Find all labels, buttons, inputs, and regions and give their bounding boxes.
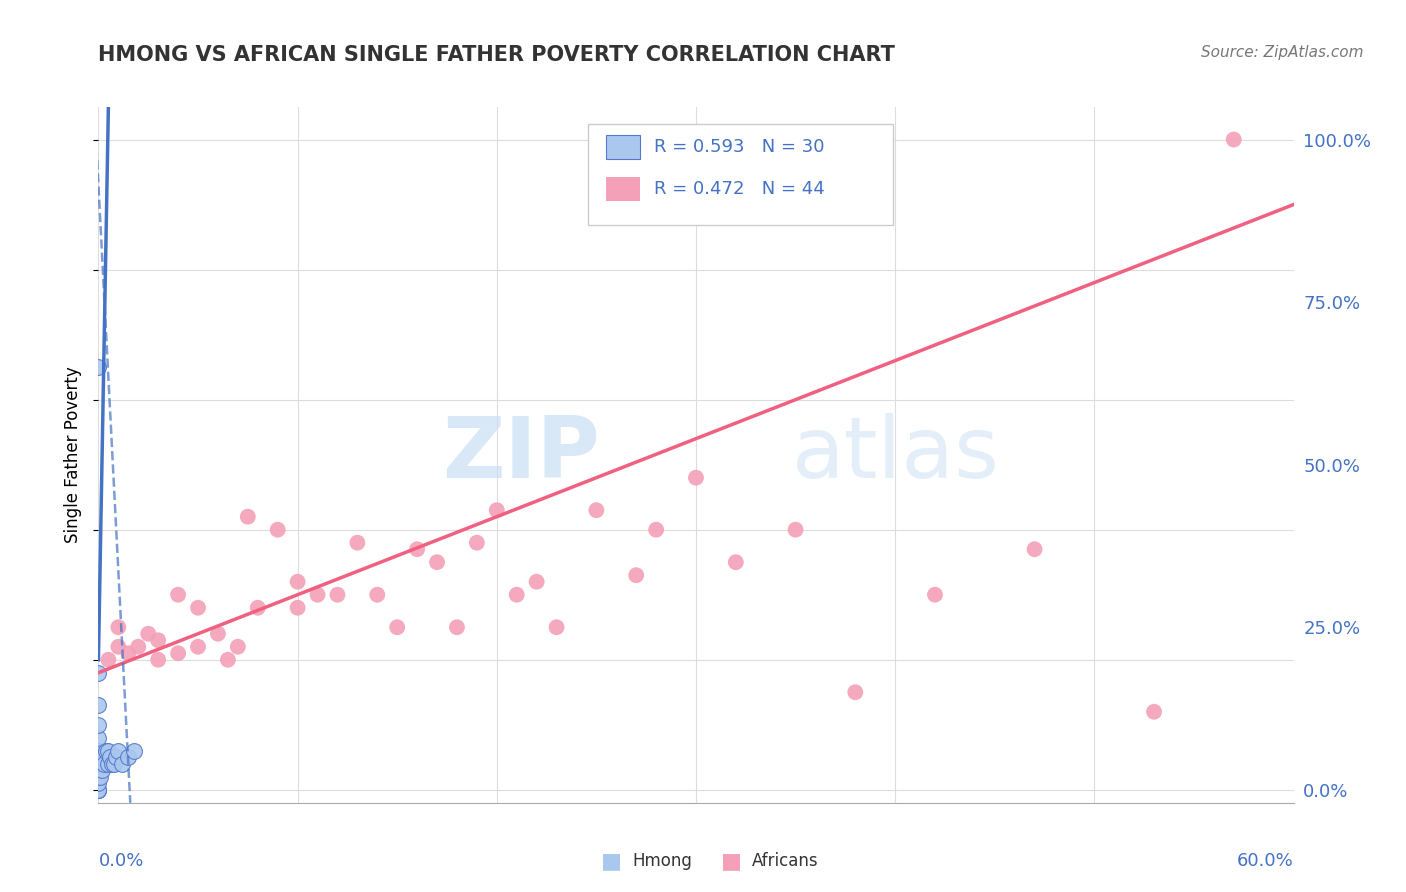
- Point: [287, 600, 309, 615]
- FancyBboxPatch shape: [588, 124, 893, 226]
- Point: [87, 770, 110, 784]
- Text: 60.0%: 60.0%: [1237, 852, 1294, 870]
- Point: [97, 653, 120, 667]
- Text: HMONG VS AFRICAN SINGLE FATHER POVERTY CORRELATION CHART: HMONG VS AFRICAN SINGLE FATHER POVERTY C…: [98, 45, 896, 64]
- Point: [685, 471, 707, 485]
- Point: [91, 764, 114, 778]
- Point: [785, 523, 807, 537]
- Text: ■: ■: [721, 851, 741, 871]
- Text: R = 0.593   N = 30: R = 0.593 N = 30: [654, 138, 825, 156]
- Point: [96, 744, 118, 758]
- Point: [87, 782, 110, 797]
- Text: R = 0.472   N = 44: R = 0.472 N = 44: [654, 180, 825, 198]
- Point: [187, 600, 209, 615]
- Point: [207, 626, 229, 640]
- Point: [87, 782, 110, 797]
- Point: [385, 620, 409, 634]
- Point: [236, 509, 259, 524]
- Point: [101, 756, 124, 771]
- Point: [585, 503, 607, 517]
- Text: ZIP: ZIP: [443, 413, 600, 497]
- Point: [97, 744, 120, 758]
- Point: [87, 665, 110, 680]
- Point: [117, 646, 139, 660]
- Point: [148, 653, 170, 667]
- Point: [87, 764, 110, 778]
- Text: Source: ZipAtlas.com: Source: ZipAtlas.com: [1201, 45, 1364, 60]
- Point: [1222, 132, 1246, 146]
- Point: [1024, 542, 1046, 557]
- FancyBboxPatch shape: [606, 177, 640, 201]
- Point: [87, 782, 110, 797]
- Point: [100, 750, 122, 764]
- Y-axis label: Single Father Poverty: Single Father Poverty: [65, 367, 83, 543]
- Point: [526, 574, 548, 589]
- Point: [1143, 705, 1166, 719]
- Point: [406, 542, 429, 557]
- Text: Africans: Africans: [752, 852, 818, 870]
- Point: [105, 750, 128, 764]
- Point: [167, 646, 190, 660]
- Point: [187, 640, 209, 654]
- Point: [267, 523, 290, 537]
- Point: [426, 555, 449, 569]
- Point: [136, 626, 159, 640]
- Point: [127, 640, 149, 654]
- Point: [91, 750, 114, 764]
- Point: [546, 620, 568, 634]
- Point: [626, 568, 648, 582]
- Text: ■: ■: [602, 851, 621, 871]
- Text: atlas: atlas: [792, 413, 1000, 497]
- Point: [506, 588, 529, 602]
- FancyBboxPatch shape: [606, 135, 640, 159]
- Point: [124, 744, 146, 758]
- Point: [87, 698, 110, 713]
- Point: [844, 685, 866, 699]
- Text: Hmong: Hmong: [633, 852, 693, 870]
- Point: [246, 600, 269, 615]
- Point: [366, 588, 388, 602]
- Point: [89, 756, 111, 771]
- Point: [87, 731, 110, 745]
- Point: [89, 770, 111, 784]
- Point: [97, 756, 120, 771]
- Point: [217, 653, 239, 667]
- Point: [103, 756, 125, 771]
- Point: [307, 588, 329, 602]
- Point: [924, 588, 946, 602]
- Point: [93, 756, 115, 771]
- Point: [446, 620, 468, 634]
- Point: [107, 620, 129, 634]
- Point: [485, 503, 508, 517]
- Point: [117, 750, 139, 764]
- Point: [111, 756, 134, 771]
- Point: [326, 588, 349, 602]
- Text: 0.0%: 0.0%: [98, 852, 143, 870]
- Point: [87, 782, 110, 797]
- Point: [645, 523, 668, 537]
- Point: [87, 718, 110, 732]
- Point: [107, 640, 129, 654]
- Point: [167, 588, 190, 602]
- Point: [724, 555, 747, 569]
- Point: [226, 640, 249, 654]
- Point: [87, 756, 110, 771]
- Point: [87, 776, 110, 790]
- Point: [107, 744, 129, 758]
- Point: [87, 744, 110, 758]
- Point: [346, 535, 368, 549]
- Point: [465, 535, 488, 549]
- Point: [148, 633, 170, 648]
- Point: [287, 574, 309, 589]
- Point: [87, 360, 110, 375]
